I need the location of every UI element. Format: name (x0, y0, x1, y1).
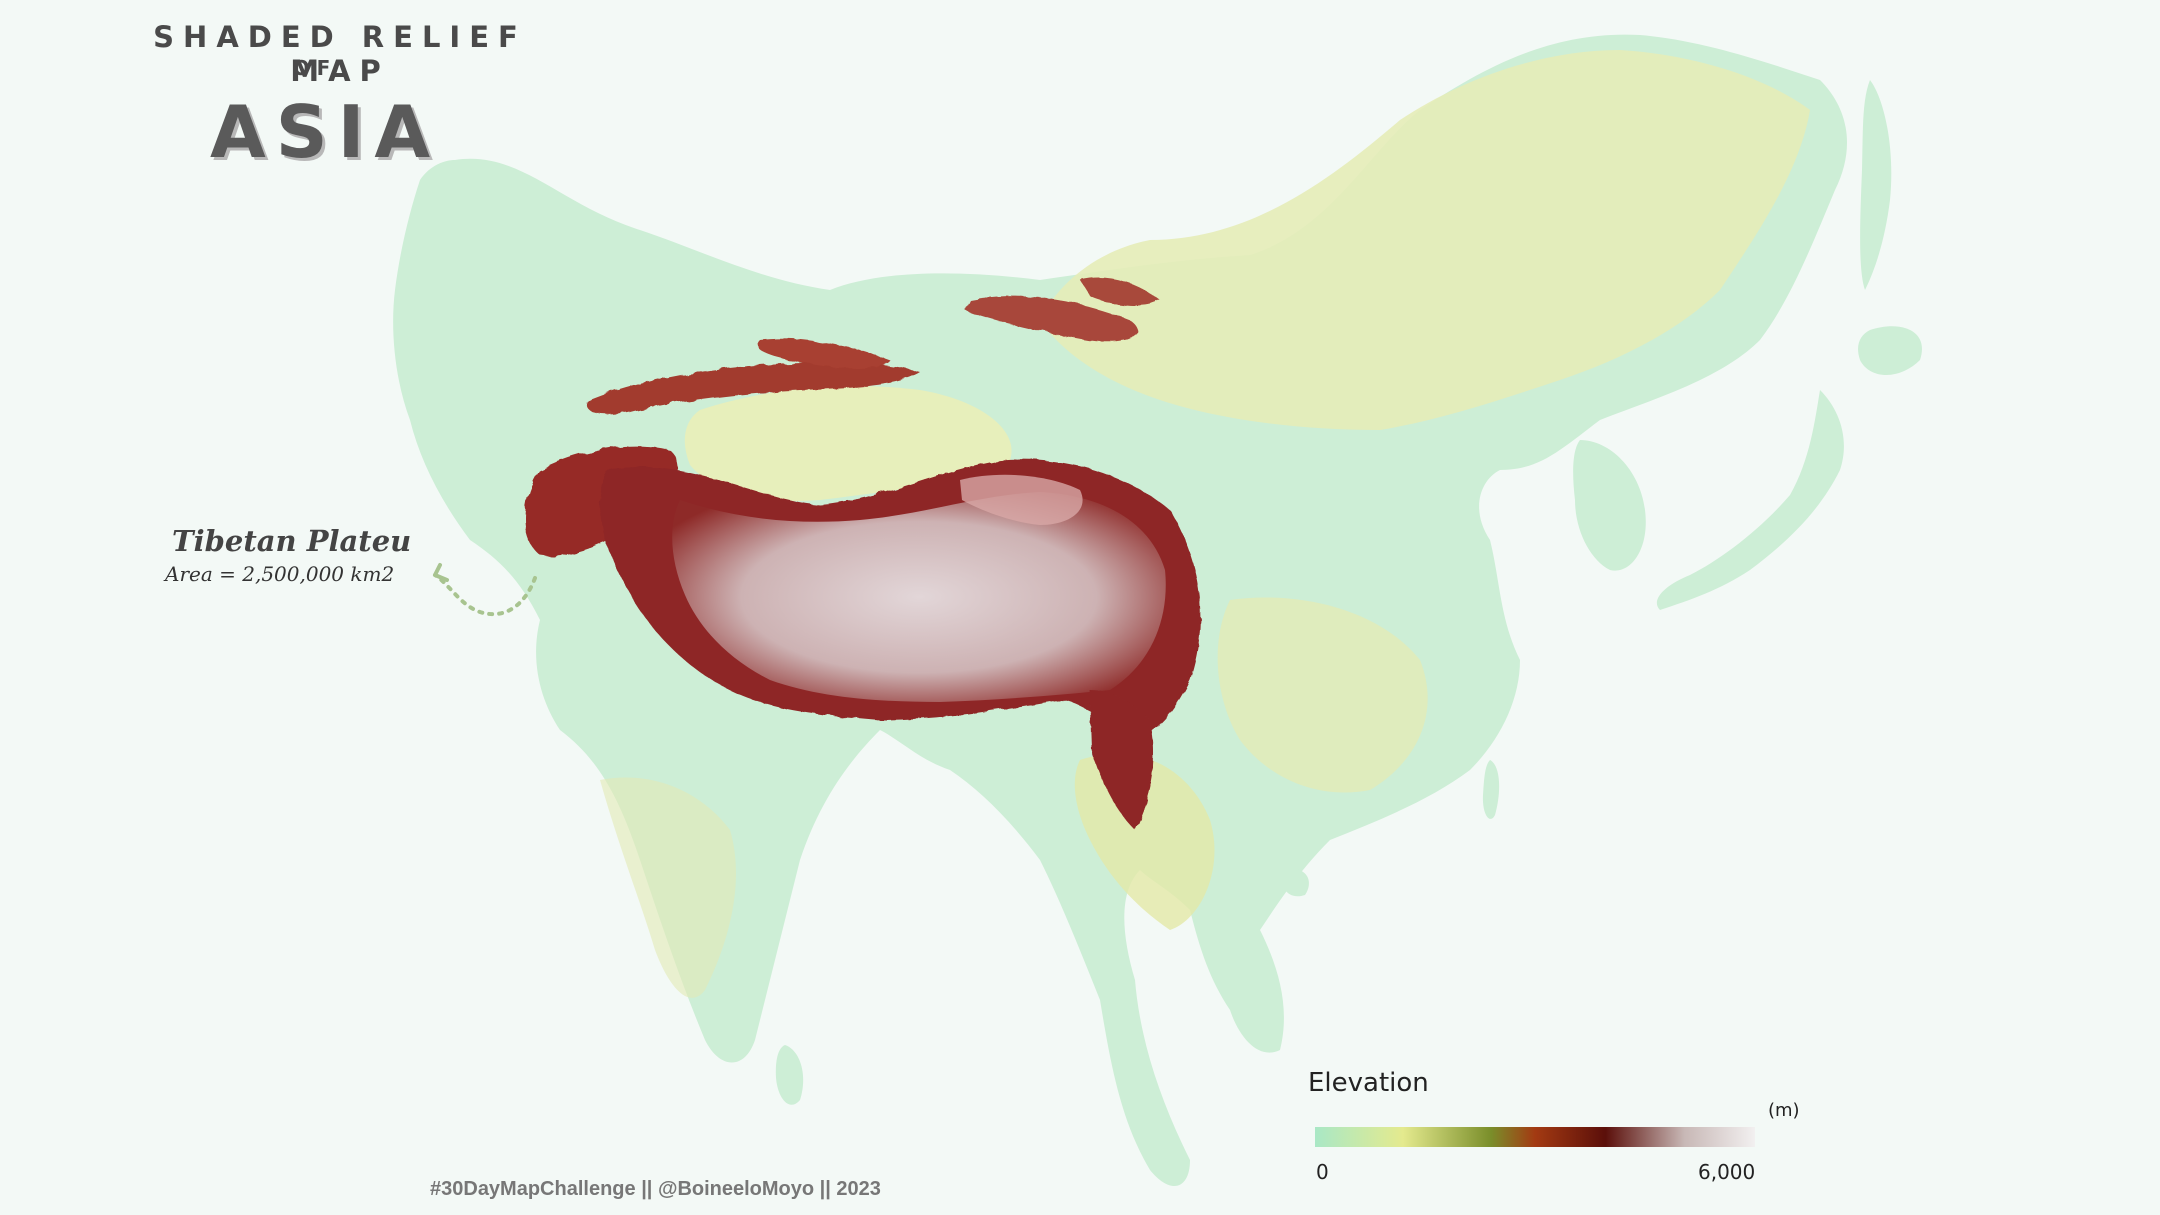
legend-title: Elevation (1308, 1068, 1429, 1098)
landmass-korea (1573, 440, 1646, 571)
annotation-label: Tibetan Plateu (172, 524, 412, 558)
legend-unit: (m) (1768, 1100, 1800, 1121)
annotation-area: Area = 2,500,000 km2 (165, 562, 395, 586)
landmass-hokkaido (1858, 326, 1922, 375)
map-title-main: ASIA (210, 90, 441, 174)
landmass-japan (1656, 390, 1844, 610)
landmass-sri-lanka (775, 1045, 804, 1105)
annotation-arrow (433, 573, 537, 617)
map-title-line1: SHADED RELIEF MAP (153, 20, 527, 88)
qaidam-basin (960, 474, 1083, 525)
map-title-line2: OF (292, 56, 338, 80)
legend-max-label: 6,000 (1698, 1160, 1756, 1184)
midland-mongolia-north (1040, 50, 1810, 430)
ridge-hengduan (1090, 690, 1155, 830)
landmass-taiwan (1482, 760, 1500, 819)
midland-india (600, 777, 736, 998)
ridge-tian-shan (587, 361, 920, 415)
credit-line: #30DayMapChallenge || @BoineeloMoyo || 2… (430, 1178, 881, 1200)
landmass-hainan (1282, 869, 1309, 897)
legend-gradient (1315, 1127, 1755, 1147)
landmass-sakhalin (1860, 80, 1892, 290)
annotation-arrowhead (433, 563, 449, 582)
ridge-altai (965, 296, 1138, 342)
ridge-altai-north (1080, 277, 1160, 306)
midland-tarim-basin (684, 386, 1012, 501)
midland-southeast-asia (1074, 753, 1215, 930)
legend-color-bar (1315, 1127, 1755, 1147)
ridge-tian-shan-east (757, 338, 890, 369)
legend-min-label: 0 (1316, 1160, 1329, 1184)
midland-china-south (1217, 597, 1428, 793)
tibetan-plateau-interior (672, 492, 1166, 702)
